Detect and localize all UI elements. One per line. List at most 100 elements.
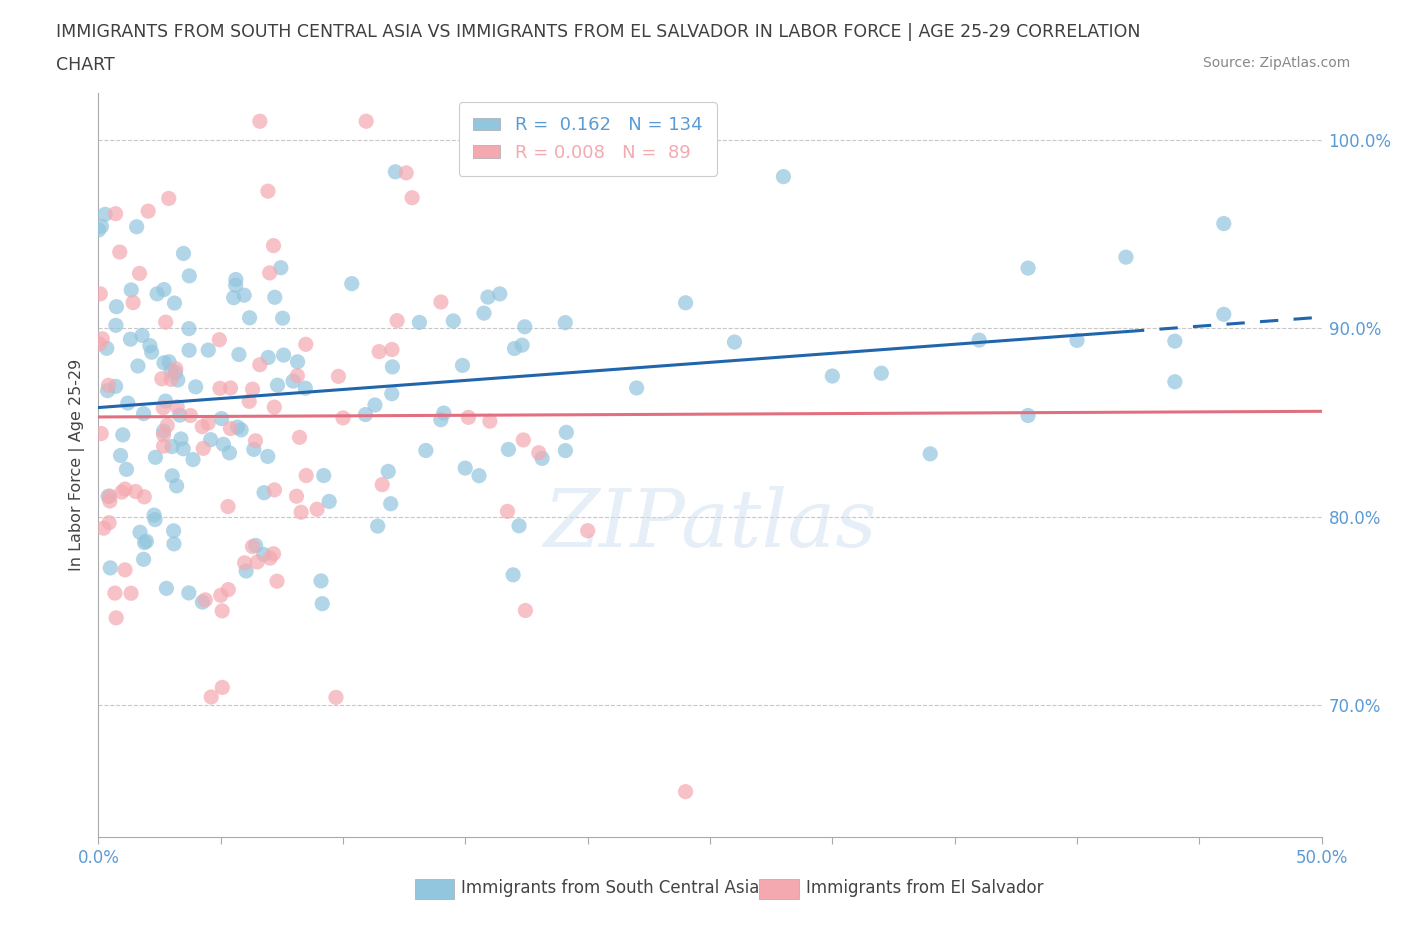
Point (134, 535, 156, 550)
Point (200, 689, 222, 704)
Point (1115, 250, 1137, 265)
Point (257, 350, 280, 365)
Point (146, 286, 169, 301)
Point (515, 603, 537, 618)
Point (576, 524, 599, 538)
Point (1212, 216, 1234, 231)
Point (477, 289, 499, 304)
Point (271, 311, 294, 325)
Point (243, 442, 266, 457)
Point (312, 468, 335, 483)
Point (163, 296, 186, 311)
Point (209, 588, 232, 603)
Point (129, 525, 152, 539)
Point (295, 468, 318, 483)
Point (211, 604, 233, 618)
Point (290, 505, 312, 520)
Point (263, 483, 285, 498)
Point (626, 380, 648, 395)
Point (114, 482, 136, 497)
Point (153, 355, 176, 370)
Point (263, 546, 285, 561)
Point (368, 344, 391, 359)
Point (454, 460, 477, 475)
Point (98, 561, 121, 576)
Point (253, 547, 276, 562)
Point (177, 586, 200, 601)
Point (401, 191, 423, 206)
Point (208, 381, 231, 396)
Point (496, 504, 519, 519)
Point (89, 286, 111, 301)
Point (1212, 307, 1234, 322)
Point (134, 489, 156, 504)
Point (93, 521, 115, 536)
Point (249, 113, 271, 128)
Point (136, 204, 159, 219)
Point (225, 272, 247, 287)
Point (332, 410, 354, 425)
Point (430, 295, 453, 310)
Point (395, 166, 418, 180)
Point (238, 394, 260, 409)
Point (287, 354, 309, 369)
Point (266, 574, 288, 589)
Point (177, 343, 200, 358)
Point (468, 468, 491, 483)
Point (325, 690, 347, 705)
Point (120, 283, 142, 298)
Point (200, 432, 222, 447)
Point (141, 345, 163, 360)
Point (235, 564, 257, 578)
Point (155, 581, 177, 596)
Point (160, 439, 183, 454)
Point (288, 430, 311, 445)
Point (170, 432, 193, 446)
Point (219, 380, 242, 395)
Text: Source: ZipAtlas.com: Source: ZipAtlas.com (1202, 56, 1350, 70)
Point (285, 368, 308, 383)
Point (96, 341, 118, 356)
Point (155, 314, 177, 329)
Point (441, 313, 464, 328)
Point (354, 113, 377, 128)
Point (381, 342, 404, 357)
Point (225, 278, 247, 293)
Point (239, 311, 262, 325)
Point (160, 469, 183, 484)
Point (510, 338, 533, 352)
Point (179, 408, 201, 423)
Point (233, 287, 256, 302)
Point (110, 448, 132, 463)
Point (384, 165, 406, 179)
Point (91, 331, 114, 346)
Point (169, 407, 191, 422)
Point (228, 347, 250, 362)
Point (145, 450, 167, 465)
Point (162, 524, 184, 538)
Point (108, 245, 131, 259)
Point (354, 407, 377, 422)
Point (166, 399, 188, 414)
Legend: R =  0.162   N = 134, R = 0.008   N =  89: R = 0.162 N = 134, R = 0.008 N = 89 (458, 102, 717, 176)
Point (128, 266, 150, 281)
Point (821, 368, 844, 383)
Point (513, 319, 536, 334)
Y-axis label: In Labor Force | Age 25-29: In Labor Force | Age 25-29 (69, 359, 86, 571)
Point (152, 424, 174, 439)
Point (527, 445, 550, 460)
Point (554, 444, 576, 458)
Point (451, 358, 474, 373)
Point (1164, 334, 1187, 349)
Point (512, 432, 534, 447)
Point (307, 502, 329, 517)
Point (367, 519, 389, 534)
Point (531, 451, 554, 466)
Point (120, 332, 142, 347)
Point (245, 433, 267, 448)
Point (498, 442, 520, 457)
Point (309, 574, 332, 589)
Point (181, 452, 204, 467)
Point (98, 515, 121, 530)
Point (270, 260, 292, 275)
